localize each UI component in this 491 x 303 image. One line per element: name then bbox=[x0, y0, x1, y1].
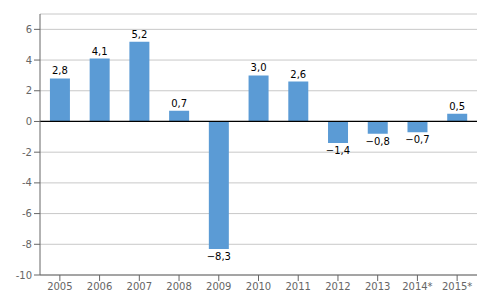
svg-text:−0,7: −0,7 bbox=[405, 134, 429, 145]
svg-text:-10: -10 bbox=[16, 270, 32, 281]
svg-text:-8: -8 bbox=[22, 239, 32, 250]
svg-text:2,6: 2,6 bbox=[290, 69, 306, 80]
svg-text:0: 0 bbox=[26, 116, 32, 127]
svg-text:2010: 2010 bbox=[246, 281, 271, 292]
svg-text:-6: -6 bbox=[22, 208, 32, 219]
svg-text:6: 6 bbox=[26, 24, 32, 35]
svg-text:2008: 2008 bbox=[166, 281, 191, 292]
svg-text:2006: 2006 bbox=[87, 281, 112, 292]
svg-text:2015*: 2015* bbox=[442, 281, 472, 292]
svg-text:2: 2 bbox=[26, 85, 32, 96]
svg-text:2009: 2009 bbox=[206, 281, 231, 292]
svg-text:-2: -2 bbox=[22, 147, 32, 158]
svg-text:2005: 2005 bbox=[47, 281, 72, 292]
svg-text:0,5: 0,5 bbox=[449, 101, 465, 112]
svg-text:−8,3: −8,3 bbox=[207, 251, 231, 262]
svg-text:-4: -4 bbox=[22, 177, 32, 188]
svg-text:3,0: 3,0 bbox=[251, 62, 267, 73]
svg-text:2012: 2012 bbox=[325, 281, 350, 292]
svg-text:5,2: 5,2 bbox=[131, 29, 147, 40]
svg-text:−1,4: −1,4 bbox=[326, 145, 350, 156]
svg-text:2014*: 2014* bbox=[402, 281, 432, 292]
svg-text:−0,8: −0,8 bbox=[366, 136, 390, 147]
svg-text:2,8: 2,8 bbox=[52, 65, 68, 76]
svg-text:2011: 2011 bbox=[286, 281, 311, 292]
svg-text:2013: 2013 bbox=[365, 281, 390, 292]
svg-text:4,1: 4,1 bbox=[92, 46, 108, 57]
svg-text:4: 4 bbox=[26, 55, 32, 66]
svg-text:0,7: 0,7 bbox=[171, 98, 187, 109]
svg-text:2007: 2007 bbox=[127, 281, 152, 292]
